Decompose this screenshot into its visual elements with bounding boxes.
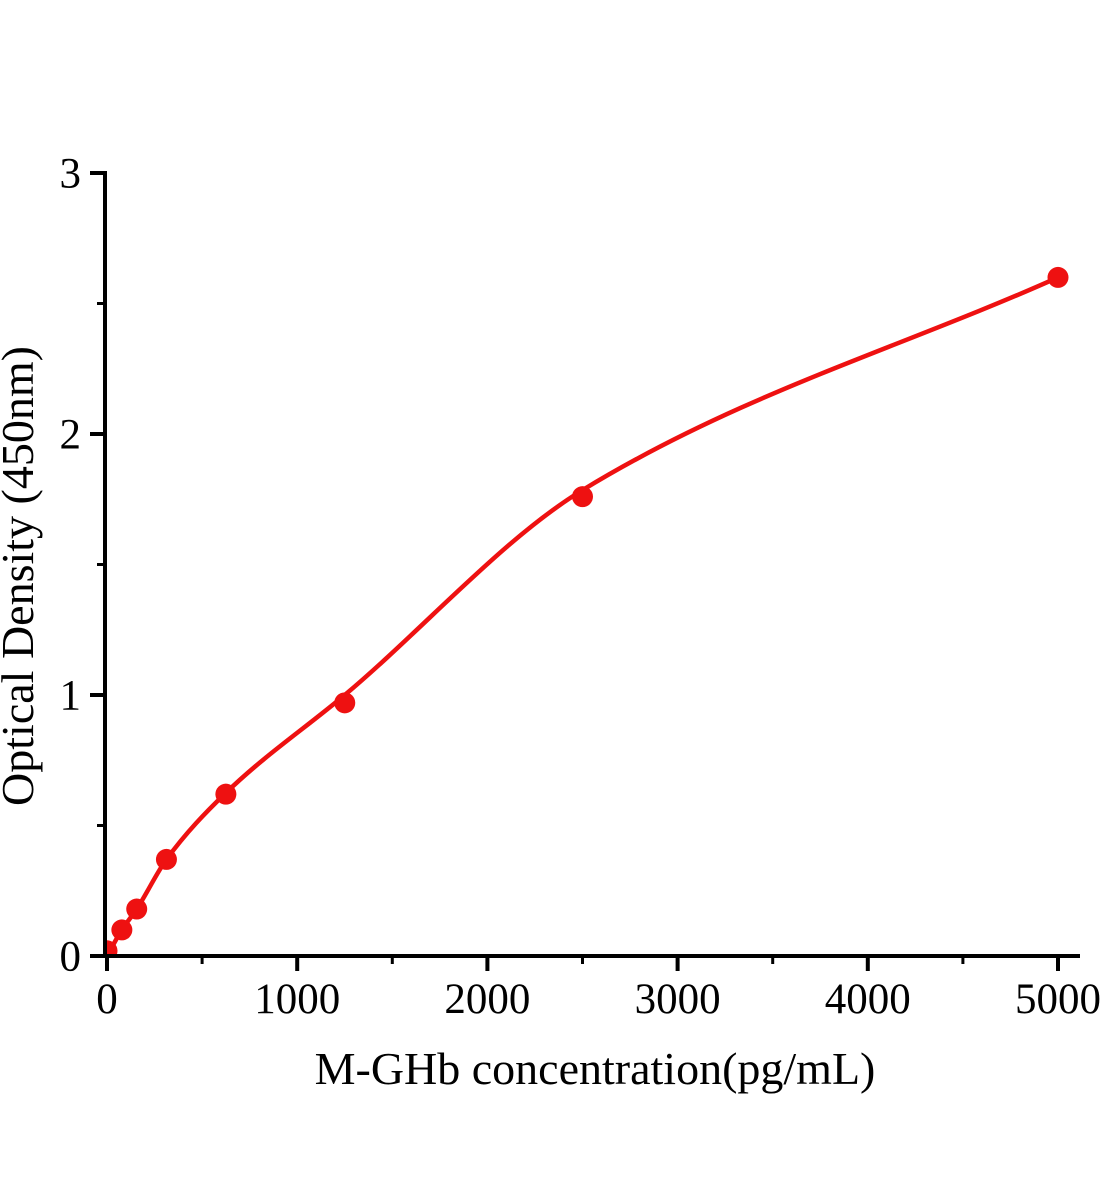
data-layer (106, 266, 1069, 954)
y-tick-label: 2 (60, 412, 82, 459)
data-point (126, 898, 148, 920)
y-axis-title: Optical Density (450nm) (0, 346, 43, 806)
x-tick-label: 2000 (444, 976, 530, 1023)
fit-curve-line (106, 275, 1061, 954)
y-tick-label: 0 (60, 934, 82, 981)
x-tick-label: 3000 (635, 976, 721, 1023)
data-point (106, 940, 118, 954)
y-tick-label: 1 (60, 673, 82, 720)
x-tick-label: 0 (96, 976, 118, 1023)
data-point (155, 848, 177, 870)
x-axis-title: M-GHb concentration(pg/mL) (315, 1043, 876, 1094)
data-point (215, 783, 237, 805)
x-tick-label: 5000 (1015, 976, 1101, 1023)
x-tick-label: 4000 (825, 976, 911, 1023)
axis-layer: 0 1000 2000 3000 4000 5000 0 1 2 3 (60, 151, 1102, 1023)
data-point (334, 692, 356, 714)
data-point (1047, 266, 1069, 288)
data-point (111, 919, 133, 941)
x-tick-label: 1000 (254, 976, 340, 1023)
y-tick-label: 3 (60, 151, 82, 198)
data-point (572, 486, 593, 508)
